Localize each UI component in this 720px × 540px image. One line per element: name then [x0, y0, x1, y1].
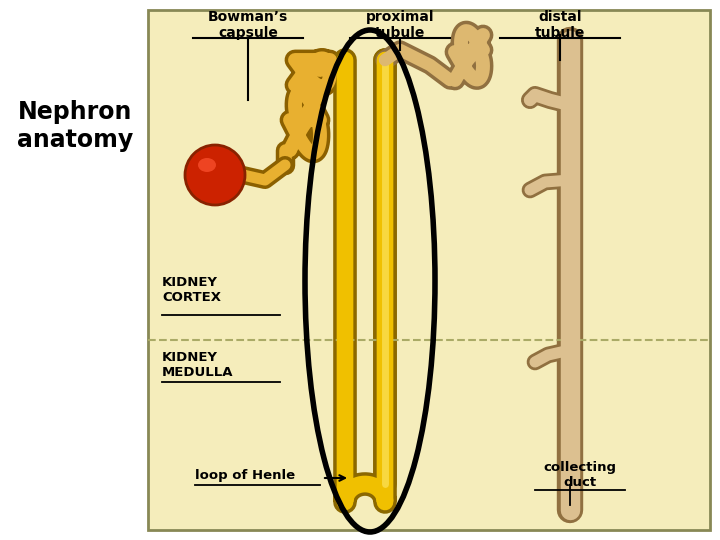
Text: Nephron
anatomy: Nephron anatomy	[17, 100, 133, 152]
Text: KIDNEY
MEDULLA: KIDNEY MEDULLA	[162, 351, 233, 379]
Circle shape	[185, 145, 245, 205]
Text: distal
tubule: distal tubule	[535, 10, 585, 40]
FancyBboxPatch shape	[148, 10, 710, 530]
Text: KIDNEY
CORTEX: KIDNEY CORTEX	[162, 276, 221, 304]
Ellipse shape	[198, 158, 216, 172]
Text: proximal
tubule: proximal tubule	[366, 10, 434, 40]
Text: collecting
duct: collecting duct	[544, 461, 616, 489]
Text: Bowman’s
capsule: Bowman’s capsule	[208, 10, 288, 40]
Text: loop of Henle: loop of Henle	[195, 469, 295, 482]
